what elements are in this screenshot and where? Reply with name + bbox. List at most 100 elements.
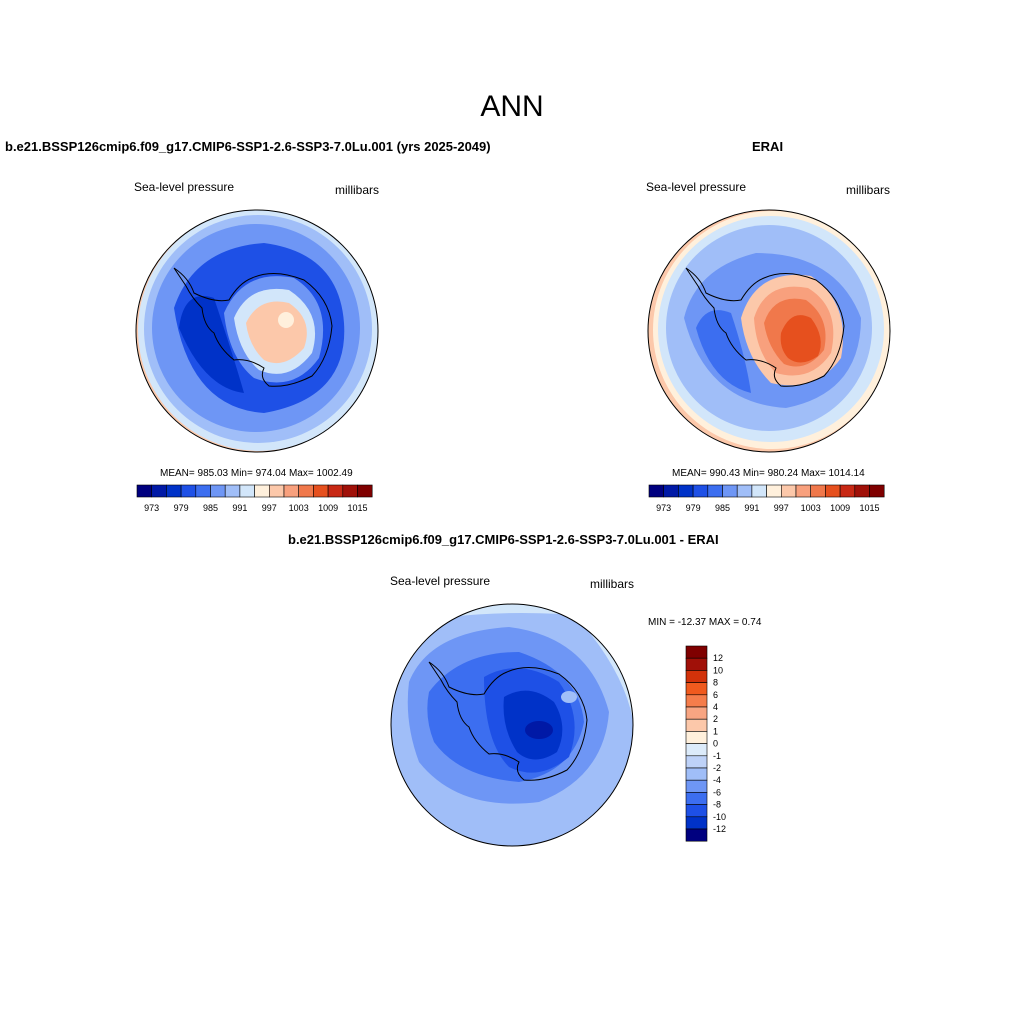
panel1-colorbar-box — [269, 484, 285, 498]
panel2-colorbar-box — [707, 484, 723, 498]
panel1-colorbar-tick-label: 997 — [262, 503, 277, 513]
panel1-colorbar-tick-label: 985 — [203, 503, 218, 513]
panel3-colorbar-tick-label: 8 — [713, 678, 718, 688]
panel3-colorbar-box — [685, 792, 708, 805]
panel3-colorbar-box — [685, 657, 708, 671]
panel2-colorbar-box — [751, 484, 767, 498]
panel2-colorbar-box — [766, 484, 782, 498]
panel1-colorbar: 973 979 985 991 997 1003 1009 1015 — [136, 484, 373, 513]
panel1-colorbar-labels: 973 979 985 991 997 1003 1009 1015 — [144, 503, 367, 513]
panel2-title: ERAI — [752, 139, 784, 154]
panel3-colorbar-box — [685, 743, 708, 757]
panel1-colorbar-tick-label: 1009 — [318, 503, 338, 513]
panel2-colorbar-tick-label: 985 — [715, 503, 730, 513]
panel2-colorbar-tick-label: 979 — [686, 503, 701, 513]
panel3-polar-map — [390, 603, 634, 847]
panel3-units-label: millibars — [590, 577, 635, 591]
panel1-colorbar-tick-label: 979 — [174, 503, 189, 513]
panel2-colorbar-tick-label: 991 — [744, 503, 759, 513]
panel2-colorbar-box — [692, 484, 709, 498]
panel1-colorbar-box — [357, 484, 373, 498]
panel1-colorbar-box — [327, 484, 344, 498]
panel1-colorbar-box — [239, 484, 255, 498]
panel3-colorbar-tick-label: -8 — [713, 800, 721, 810]
panel1-statistics: MEAN= 985.03 Min= 974.04 Max= 1002.49 — [160, 468, 353, 479]
panel2-colorbar-labels: 973 979 985 991 997 1003 1009 1015 — [656, 503, 879, 513]
panel1-colorbar-box — [180, 484, 197, 498]
panel2-colorbar-tick-label: 1015 — [859, 503, 879, 513]
panel3-colorbar-tick-label: 4 — [713, 702, 718, 712]
panel2-colorbar-tick-label: 973 — [656, 503, 671, 513]
panel3-colorbar-tick-label: 6 — [713, 690, 718, 700]
panel3-colorbar-tick-label: 2 — [713, 714, 718, 724]
panel3-colorbar-tick-label: 1 — [713, 726, 718, 736]
panel1-colorbar-box — [298, 484, 314, 498]
panel1-colorbar-box — [254, 484, 270, 498]
panel2-colorbar-tick-label: 1009 — [830, 503, 850, 513]
panel3-colorbar-box — [685, 645, 708, 659]
panel3-colorbar-box — [685, 816, 708, 830]
panel2-colorbar-tick-label: 997 — [774, 503, 789, 513]
figure-title: ANN — [480, 90, 544, 123]
panel2-units-label: millibars — [846, 183, 891, 197]
panel2-colorbar-box — [839, 484, 856, 498]
panel2-colorbar-box — [854, 484, 870, 498]
panel1-colorbar-tick-label: 991 — [232, 503, 247, 513]
panel1-colorbar-box — [136, 484, 152, 498]
panel2-colorbar-box — [869, 484, 885, 498]
panel1-colorbar-boxes — [136, 484, 373, 498]
panel2-colorbar-box — [722, 484, 738, 498]
panel2-colorbar-box — [795, 484, 811, 498]
panel3-colorbar-tick-label: -4 — [713, 775, 721, 785]
panel3-colorbar-box — [685, 779, 708, 793]
panel1-variable-label: Sea-level pressure — [134, 180, 235, 194]
panel1-colorbar-box — [313, 484, 329, 498]
panel3-colorbar-tick-label: -6 — [713, 787, 721, 797]
panel1-colorbar-box — [224, 484, 241, 498]
panel3-colorbar-box — [685, 694, 708, 708]
panel2-colorbar-tick-label: 1003 — [801, 503, 821, 513]
panel3-colorbar-boxes — [685, 645, 708, 842]
panel2-colorbar-box — [648, 484, 664, 498]
panel3-colorbar-tick-label: 0 — [713, 739, 718, 749]
panel1-polar-map — [135, 209, 379, 453]
panel2-colorbar-box — [781, 484, 797, 498]
panel3-statistics: MIN = -12.37 MAX = 0.74 — [648, 617, 762, 628]
panel2-colorbar: 973 979 985 991 997 1003 1009 1015 — [648, 484, 885, 513]
panel2-statistics: MEAN= 990.43 Min= 980.24 Max= 1014.14 — [672, 468, 865, 479]
panel1-colorbar-box — [166, 484, 182, 498]
panel3-colorbar-box — [685, 731, 708, 744]
panel2-colorbar-box — [810, 484, 826, 498]
panel2-variable-label: Sea-level pressure — [646, 180, 747, 194]
panel1-colorbar-box — [283, 484, 299, 498]
panel1-colorbar-box — [342, 484, 358, 498]
panel1-units-label: millibars — [335, 183, 380, 197]
panel3-colorbar-tick-label: -2 — [713, 763, 721, 773]
panel3-colorbar-box — [685, 828, 708, 842]
panel3-colorbar-tick-label: 12 — [713, 653, 723, 663]
panel3-colorbar-tick-label: 10 — [713, 665, 723, 675]
panel2-colorbar-box — [678, 484, 694, 498]
panel2-polar-map — [647, 209, 891, 453]
panel1-colorbar-tick-label: 1015 — [347, 503, 367, 513]
panel1-title: b.e21.BSSP126cmip6.f09_g17.CMIP6-SSP1-2.… — [5, 139, 491, 154]
panel3-colorbar-box — [685, 682, 708, 696]
panel2-colorbar-box — [663, 484, 679, 498]
panel3-colorbar-tick-label: -12 — [713, 824, 726, 834]
panel1-colorbar-box — [195, 484, 211, 498]
panel2-colorbar-box — [825, 484, 841, 498]
panel2-colorbar-box — [736, 484, 753, 498]
panel3-colorbar-tick-label: -10 — [713, 812, 726, 822]
panel1-colorbar-tick-label: 1003 — [289, 503, 309, 513]
panel3-colorbar-box — [685, 804, 708, 818]
panel3-colorbar-box — [685, 706, 708, 720]
panel3-colorbar-tick-label: -1 — [713, 751, 721, 761]
panel3-title: b.e21.BSSP126cmip6.f09_g17.CMIP6-SSP1-2.… — [288, 532, 719, 547]
panel2-colorbar-boxes — [648, 484, 885, 498]
panel1-colorbar-tick-label: 973 — [144, 503, 159, 513]
panel3-variable-label: Sea-level pressure — [390, 574, 491, 588]
panel3-colorbar-box — [685, 718, 708, 732]
panel1-colorbar-box — [210, 484, 226, 498]
